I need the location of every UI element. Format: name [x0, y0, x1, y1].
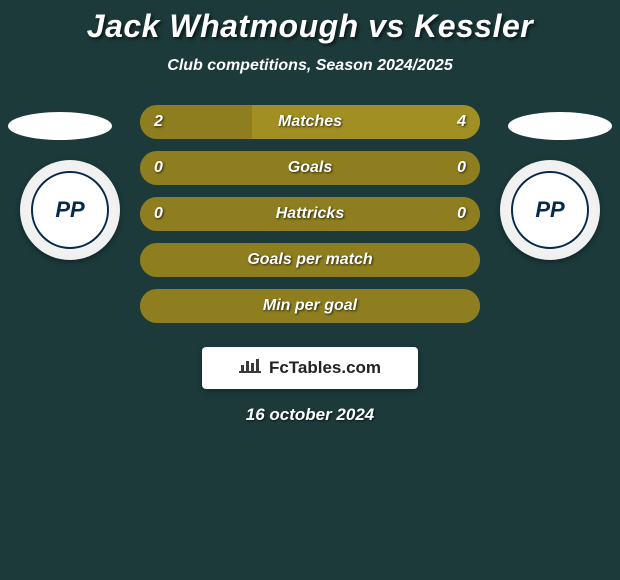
chart-icon: [239, 357, 261, 380]
branding-text: FcTables.com: [269, 358, 381, 378]
comparison-area: PP PP 2 Matches 4 0 Goals 0 0 Hattricks 0 Goals p…: [0, 105, 620, 323]
bar-left-value: 0: [154, 205, 163, 223]
right-club-initials: PP: [511, 171, 589, 249]
bar-left-value: 0: [154, 159, 163, 177]
left-country-oval: [8, 112, 112, 140]
stat-bar: Goals per match: [140, 243, 480, 277]
bar-label: Min per goal: [263, 297, 357, 315]
stat-bar: Min per goal: [140, 289, 480, 323]
branding-badge: FcTables.com: [202, 347, 418, 389]
bar-label: Hattricks: [276, 205, 344, 223]
page-title: Jack Whatmough vs Kessler: [0, 0, 620, 45]
bar-right-value: 4: [457, 113, 466, 131]
stat-bars: 2 Matches 4 0 Goals 0 0 Hattricks 0 Goals per mat…: [140, 105, 480, 323]
stat-bar: 2 Matches 4: [140, 105, 480, 139]
stat-bar: 0 Hattricks 0: [140, 197, 480, 231]
subtitle: Club competitions, Season 2024/2025: [0, 57, 620, 75]
right-club-badge: PP: [500, 160, 600, 260]
right-country-oval: [508, 112, 612, 140]
bar-label: Goals: [288, 159, 332, 177]
bar-left-value: 2: [154, 113, 163, 131]
bar-fill-right: [310, 151, 480, 185]
bar-fill-left: [140, 151, 310, 185]
bar-label: Goals per match: [247, 251, 372, 269]
left-club-initials: PP: [31, 171, 109, 249]
left-club-badge: PP: [20, 160, 120, 260]
bar-right-value: 0: [457, 205, 466, 223]
bar-label: Matches: [278, 113, 342, 131]
date-label: 16 october 2024: [0, 405, 620, 425]
bar-right-value: 0: [457, 159, 466, 177]
stat-bar: 0 Goals 0: [140, 151, 480, 185]
